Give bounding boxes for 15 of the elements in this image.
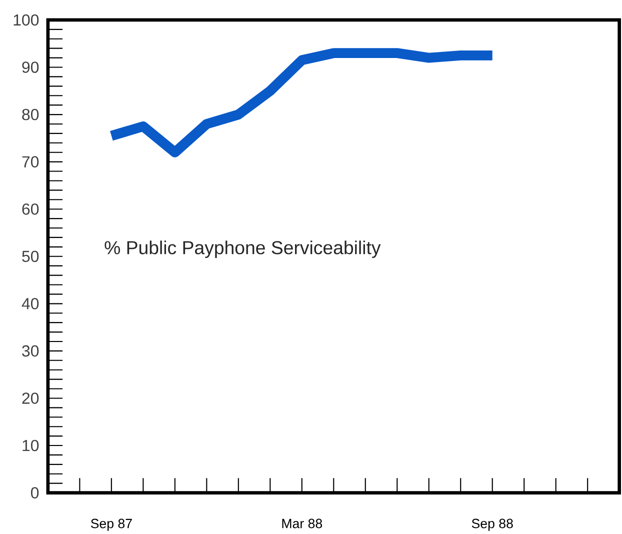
y-tick-label: 20 xyxy=(22,392,39,404)
y-tick-label: 80 xyxy=(22,108,39,120)
y-tick-label: 70 xyxy=(22,156,39,168)
y-tick-label: 30 xyxy=(22,345,39,357)
annotation: % Public Payphone Serviceability xyxy=(104,240,381,258)
y-tick-label: 50 xyxy=(22,250,39,262)
y-tick-label: 0 xyxy=(30,487,39,498)
y-tick-label: 40 xyxy=(22,298,39,310)
y-tick-label: 100 xyxy=(14,14,39,26)
x-tick-label: Sep 87 xyxy=(90,518,132,531)
x-tick-label: Mar 88 xyxy=(282,518,322,528)
x-tick-label: Sep 88 xyxy=(472,518,513,531)
y-tick-label: 10 xyxy=(22,440,39,452)
y-tick-label: 60 xyxy=(22,203,39,215)
y-tick-label: 90 xyxy=(22,62,39,73)
